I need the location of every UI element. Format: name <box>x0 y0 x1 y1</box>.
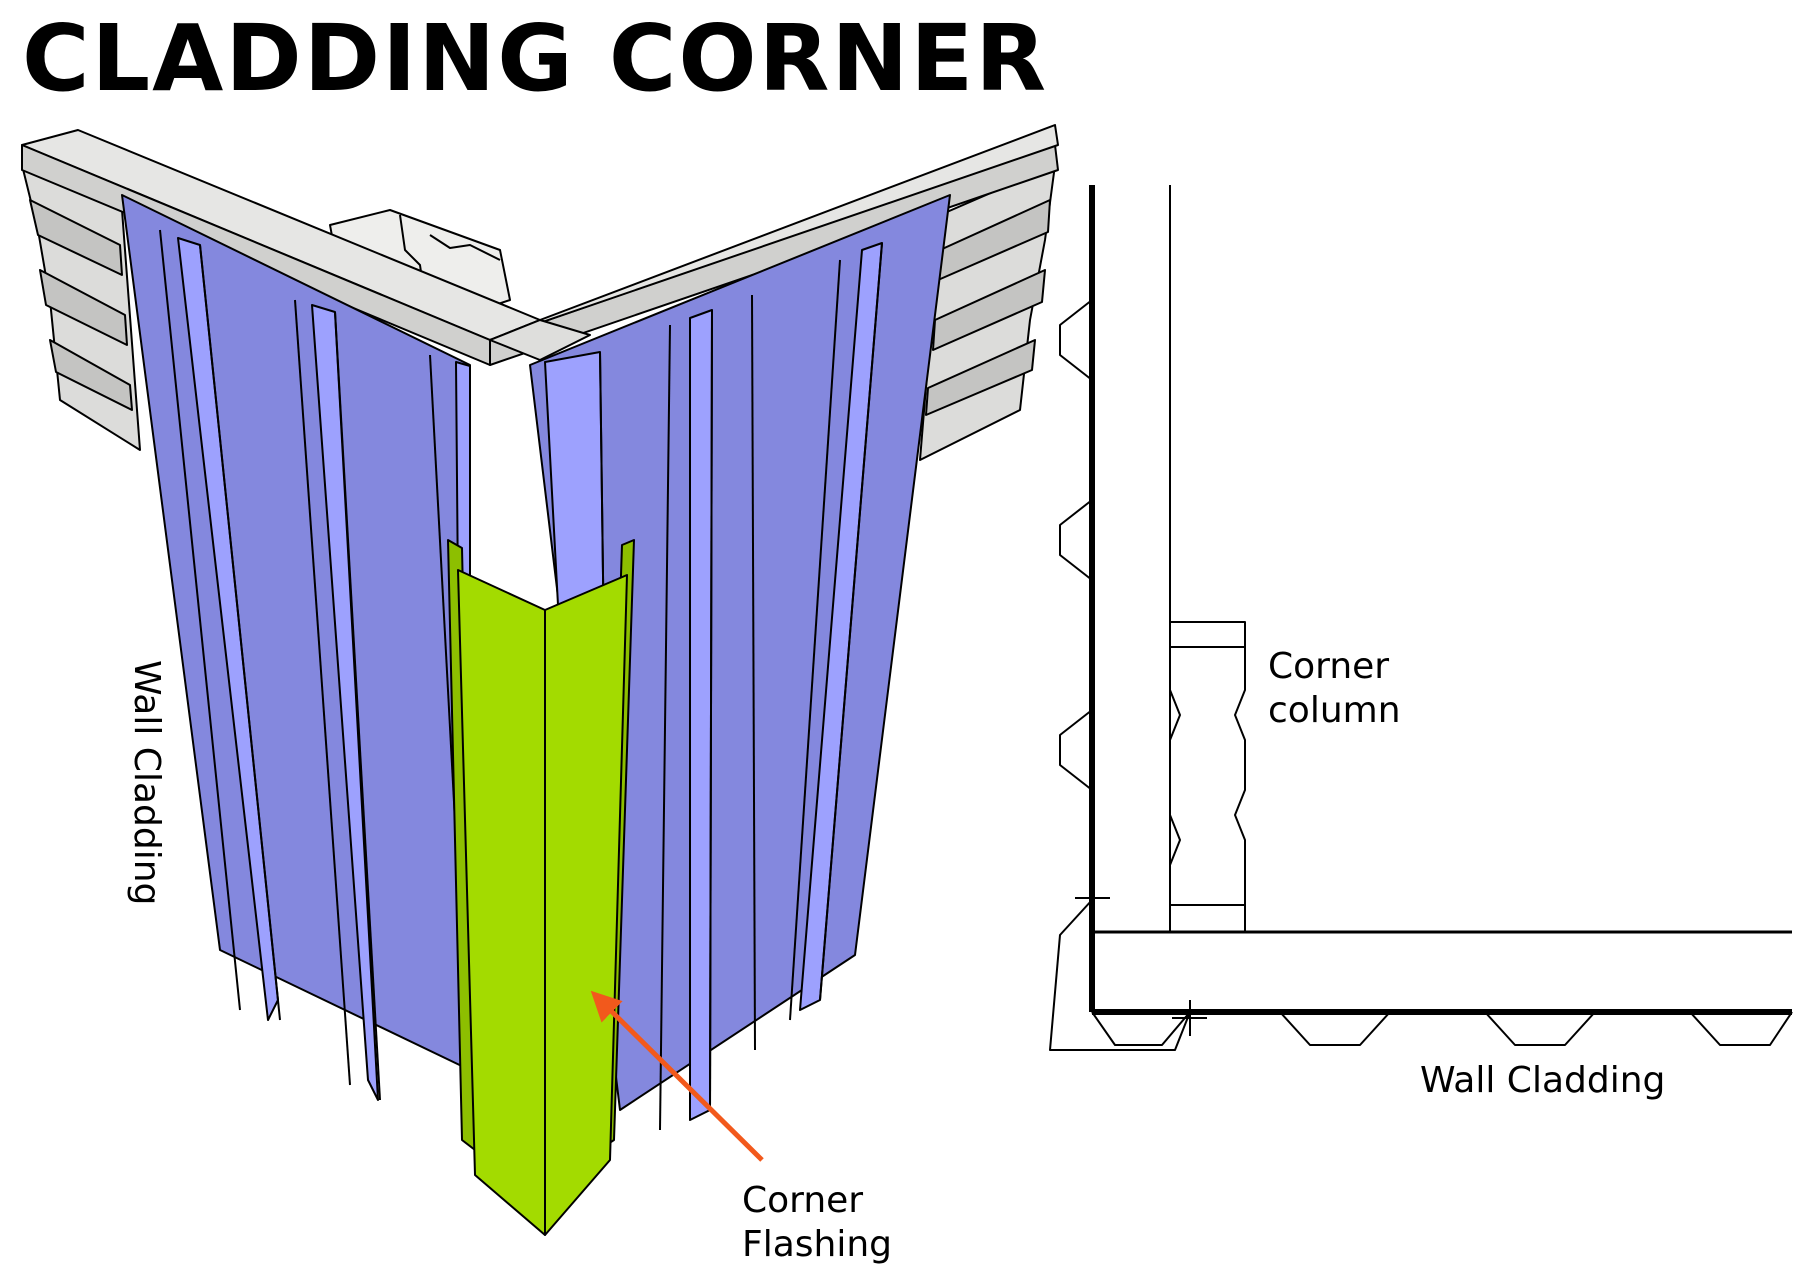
corner-flashing-label-line1: Corner <box>742 1180 863 1221</box>
corner-column-label-line1: Corner <box>1268 646 1389 687</box>
plan-view <box>1049 185 1793 1051</box>
flashing-arrow <box>590 990 764 1162</box>
wall-cladding-label-3d: Wall Cladding <box>126 660 167 905</box>
isometric-view <box>21 124 1059 1236</box>
back-cladding-right <box>919 164 1056 461</box>
back-cladding-left <box>21 164 141 451</box>
plan-cladding-horizontal-ribs <box>1091 1011 1793 1046</box>
page-title: CLADDING CORNER <box>22 5 1049 112</box>
plan-cladding-vertical-ribs <box>1059 299 1093 791</box>
plan-corner-flashing <box>1049 899 1191 1051</box>
corner-flashing-label-line2: Flashing <box>742 1224 892 1265</box>
top-beam <box>21 124 1059 366</box>
wall-cladding-label-plan: Wall Cladding <box>1420 1060 1665 1101</box>
plan-fasteners <box>1075 880 1207 1036</box>
corner-column-label-line2: column <box>1268 690 1401 731</box>
wall-cladding-left-3d <box>121 194 471 1101</box>
corner-flashing-3d <box>447 539 635 1236</box>
plan-corner-column <box>1169 621 1246 933</box>
